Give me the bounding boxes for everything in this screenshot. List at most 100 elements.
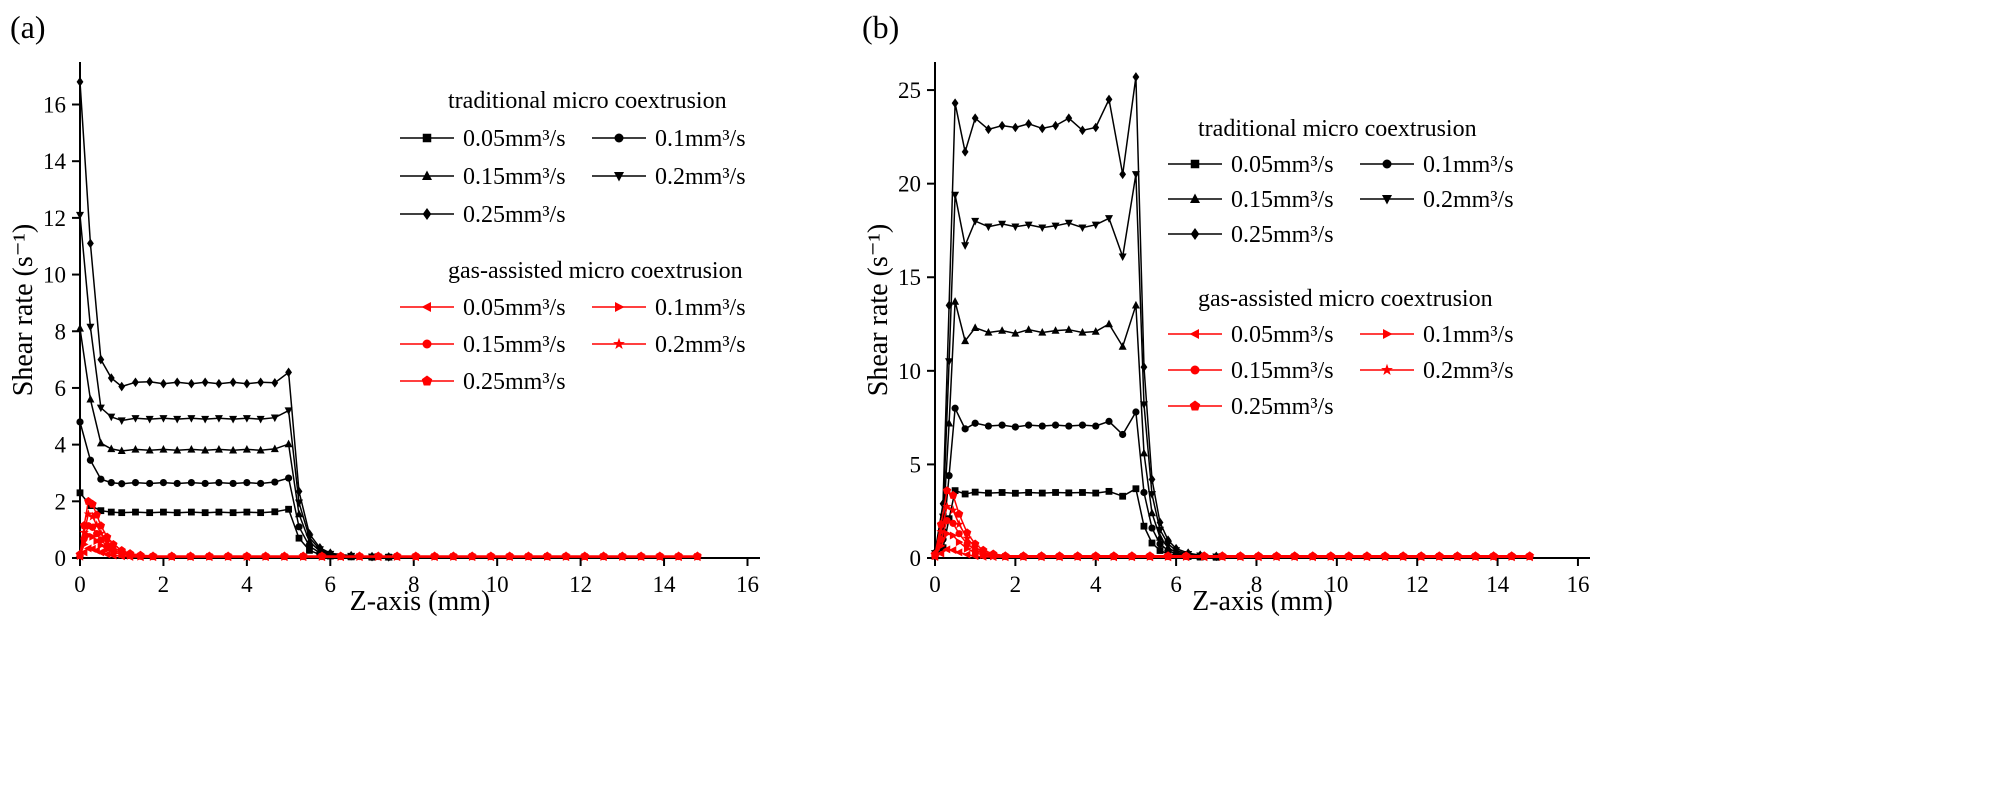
legend-entry-label: 0.15mm³/s — [463, 332, 566, 358]
y-tick-label: 2 — [55, 489, 67, 514]
series-marker-traditional — [107, 479, 115, 487]
series-marker-traditional — [146, 479, 154, 488]
x-tick-label: 2 — [158, 572, 170, 597]
series-marker-traditional — [107, 413, 116, 422]
series-marker-traditional — [215, 378, 223, 389]
y-tick-label: 12 — [43, 206, 66, 231]
series-marker-gas-assisted — [167, 551, 176, 560]
series-marker-traditional — [160, 508, 167, 516]
series-marker-traditional — [1148, 524, 1156, 532]
series-marker-traditional — [229, 445, 238, 454]
y-tick-label: 15 — [898, 265, 921, 290]
series-marker-traditional — [214, 415, 223, 423]
series-marker-gas-assisted — [989, 549, 998, 558]
x-tick-label: 6 — [325, 572, 337, 597]
series-marker-traditional — [229, 377, 237, 388]
series-marker-traditional — [971, 217, 980, 226]
series-marker-gas-assisted — [1073, 551, 1082, 560]
legend-entry-label: 0.15mm³/s — [463, 164, 566, 190]
series-marker-traditional — [173, 445, 182, 454]
y-tick-label: 14 — [43, 149, 67, 174]
series-marker-traditional — [1051, 421, 1060, 429]
series-marker-traditional — [295, 486, 303, 497]
series-marker-gas-assisted — [1037, 551, 1046, 560]
series-marker-gas-assisted — [618, 551, 627, 560]
series-marker-traditional — [1052, 120, 1059, 131]
series-marker-traditional — [284, 474, 293, 482]
series-marker-traditional — [939, 544, 947, 552]
series-marker-traditional — [1011, 489, 1019, 497]
series-marker-traditional — [1011, 423, 1019, 431]
series-marker-traditional — [295, 509, 304, 518]
series-marker-gas-assisted — [1453, 551, 1462, 560]
series-marker-gas-assisted — [948, 505, 958, 515]
series-marker-traditional — [1172, 543, 1180, 554]
panel-label-b: (b) — [862, 9, 899, 45]
series-marker-traditional — [187, 479, 195, 487]
series-marker-gas-assisted — [942, 486, 952, 495]
series-marker-traditional — [945, 472, 953, 480]
series-marker-gas-assisted — [936, 526, 946, 536]
series-marker-gas-assisted — [1272, 551, 1281, 560]
legend-entry-label: 0.1mm³/s — [1423, 322, 1514, 348]
series-marker-gas-assisted — [1290, 551, 1299, 560]
x-tick-label: 4 — [1090, 572, 1102, 597]
x-tick-label: 0 — [929, 572, 941, 597]
y-tick-label: 6 — [55, 376, 67, 401]
series-marker-traditional — [1078, 421, 1087, 429]
series-marker-traditional — [118, 480, 126, 488]
legend-marker-circle — [614, 133, 624, 143]
series-marker-gas-assisted — [954, 509, 964, 518]
series-marker-traditional — [985, 489, 992, 497]
legend-entry-label: 0.2mm³/s — [1423, 187, 1514, 213]
series-marker-traditional — [76, 211, 84, 220]
series-marker-traditional — [173, 479, 181, 488]
series-marker-gas-assisted — [1471, 551, 1480, 560]
series-marker-traditional — [1156, 540, 1164, 548]
series-marker-gas-assisted — [102, 550, 111, 559]
series-marker-traditional — [945, 300, 953, 311]
series-marker-traditional — [173, 415, 182, 424]
series-marker-traditional — [961, 490, 969, 498]
series-marker-gas-assisted — [430, 551, 439, 560]
series-marker-gas-assisted — [954, 548, 963, 557]
series-marker-gas-assisted — [1001, 551, 1010, 560]
series-marker-gas-assisted — [79, 521, 89, 529]
series-marker-traditional — [1011, 122, 1019, 133]
series-marker-traditional — [1052, 489, 1059, 496]
series-marker-traditional — [984, 328, 993, 336]
legend-entry-label: 0.2mm³/s — [655, 332, 746, 358]
series-marker-traditional — [132, 377, 139, 388]
series-marker-gas-assisted — [599, 551, 608, 560]
series-marker-gas-assisted — [1127, 551, 1137, 560]
series-marker-traditional — [256, 415, 265, 424]
series-marker-traditional — [86, 394, 95, 403]
series-marker-traditional — [271, 378, 279, 388]
series-marker-traditional — [1092, 422, 1100, 430]
series-marker-traditional — [201, 445, 210, 454]
series-marker-traditional — [96, 404, 105, 413]
legend-entry-label: 0.05mm³/s — [1231, 322, 1334, 348]
legend-marker-triangle-left — [421, 302, 431, 312]
series-marker-traditional — [1091, 221, 1100, 230]
legend-header-gas-assisted: gas-assisted micro coextrusion — [448, 258, 743, 284]
legend-header-traditional: traditional micro coextrusion — [1198, 116, 1477, 142]
series-marker-traditional — [229, 479, 237, 488]
series-marker-traditional — [295, 534, 303, 542]
series-marker-traditional — [998, 220, 1007, 229]
panel-b: (b) 0 2 4 6 8 10 12 14 16 0 5 10 15 20 25 Z-axis (mm) She… — [862, 9, 1590, 617]
series-marker-gas-assisted — [93, 536, 102, 545]
series-marker-gas-assisted — [948, 546, 957, 555]
series-marker-traditional — [998, 489, 1006, 496]
y-tick-label: 10 — [43, 263, 66, 288]
series-marker-gas-assisted — [936, 549, 945, 558]
series-marker-traditional — [117, 446, 126, 455]
series-marker-gas-assisted — [674, 551, 683, 560]
series-marker-gas-assisted — [1326, 551, 1335, 560]
panel-a: (a) 0 2 4 6 8 10 12 14 16 0 2 4 6 8 10 12 14 16 Z-axis (mm)… — [8, 9, 760, 617]
series-marker-gas-assisted — [693, 551, 702, 560]
series-marker-gas-assisted — [97, 541, 106, 550]
series-marker-traditional — [961, 425, 969, 433]
series-marker-traditional — [118, 509, 126, 517]
